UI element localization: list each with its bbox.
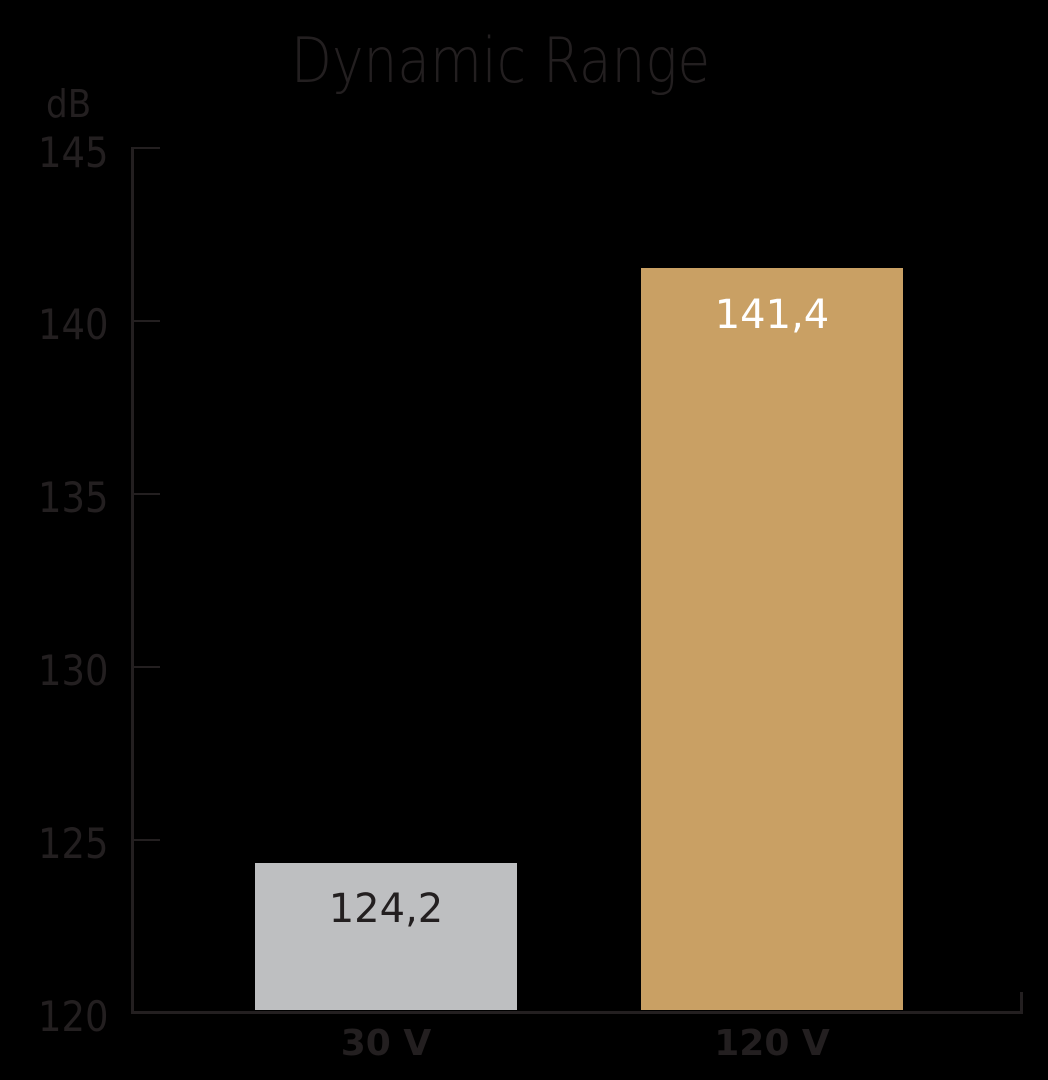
bar-30v: 124,2 — [255, 863, 517, 1010]
y-tick-140 — [131, 320, 160, 322]
bar-value-label: 124,2 — [328, 886, 444, 932]
chart-title: Dynamic Range — [290, 24, 711, 97]
y-axis-line — [131, 147, 134, 1013]
y-tick-label: 135 — [38, 473, 109, 522]
x-category-label: 120 V — [714, 1023, 830, 1064]
y-tick-125 — [131, 839, 160, 841]
y-tick-label: 145 — [38, 128, 109, 177]
y-tick-label: 130 — [38, 646, 109, 695]
bar-value-label: 141,4 — [714, 292, 830, 338]
y-tick-130 — [131, 666, 160, 668]
y-tick-label: 120 — [38, 992, 109, 1041]
y-axis-unit-label: dB — [46, 82, 92, 126]
x-axis-end-tick — [1020, 992, 1023, 1014]
x-axis-line — [131, 1011, 1023, 1014]
bar-120v: 141,4 — [641, 268, 903, 1010]
y-tick-145 — [131, 147, 160, 149]
y-tick-label: 140 — [38, 300, 109, 349]
x-category-label: 30 V — [340, 1023, 432, 1064]
y-tick-135 — [131, 493, 160, 495]
y-tick-label: 125 — [38, 819, 109, 868]
